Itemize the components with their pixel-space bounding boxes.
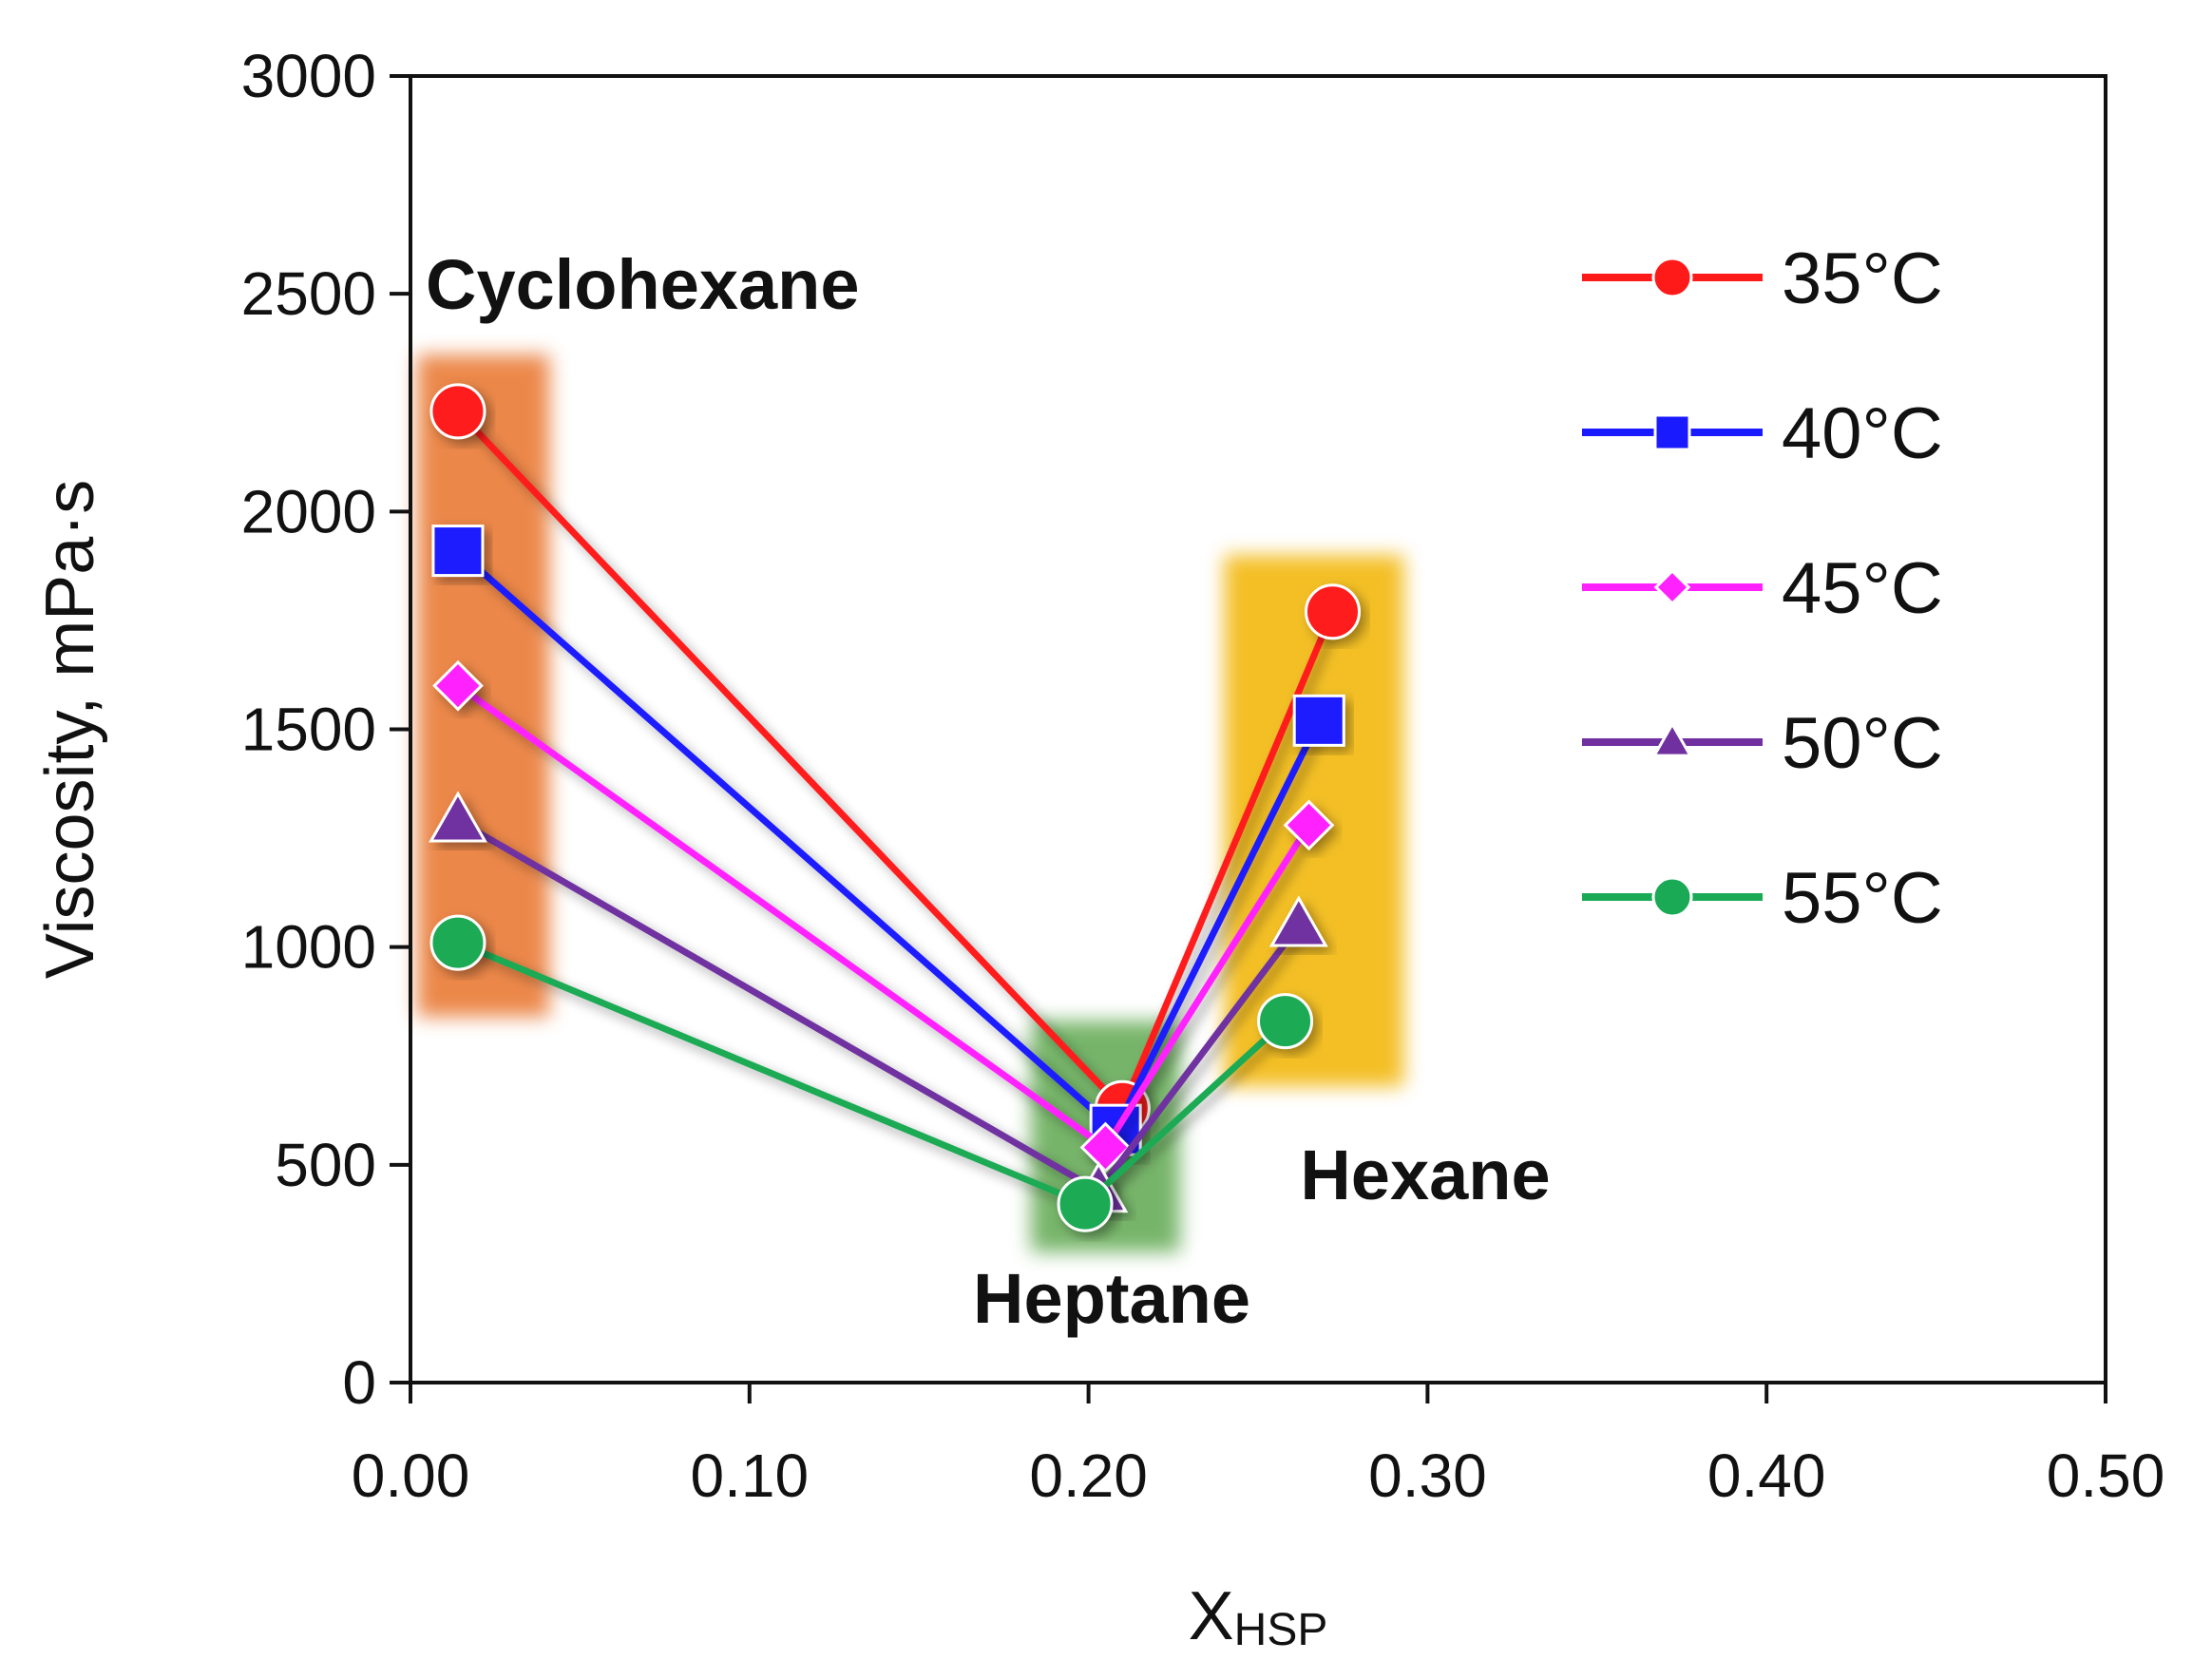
x-axis-title-main: X [1189, 1578, 1234, 1654]
legend: 35°C 40°C 45°C 50°C 55°C [1582, 239, 1943, 939]
data-point [431, 525, 485, 578]
legend-item: 55°C [1582, 858, 1943, 939]
legend-label: 40°C [1782, 393, 1943, 474]
y-tick-label: 1500 [241, 696, 376, 764]
y-tick-label: 500 [275, 1131, 376, 1199]
data-point [1304, 583, 1361, 640]
x-tick-label: 0.20 [1029, 1441, 1148, 1510]
legend-marker [1651, 876, 1693, 918]
data-point [1283, 799, 1335, 851]
legend-item: 45°C [1582, 548, 1943, 629]
series-line [455, 409, 1336, 1115]
legend-label: 50°C [1782, 703, 1943, 784]
y-tick-label: 2500 [241, 259, 376, 328]
y-tick-label: 2000 [241, 477, 376, 545]
data-point [1079, 1121, 1132, 1174]
legend-item: 40°C [1582, 393, 1943, 474]
legend-marker [1651, 257, 1693, 298]
data-point [432, 659, 484, 712]
x-axis-title-subscript: HSP [1234, 1605, 1328, 1655]
axes: 0 500 1000 1500 2000 2500 3000 0.00 0.10 0.20 0.30… [32, 42, 2164, 1655]
x-tick-label: 0.30 [1368, 1441, 1487, 1510]
y-tick-label: 1000 [241, 913, 376, 982]
data-point [429, 914, 486, 971]
data-point [1257, 993, 1314, 1050]
region-label-cyclohexane: Cyclohexane [426, 245, 860, 324]
series-45c [432, 659, 1335, 1174]
x-tick-label: 0.00 [352, 1441, 470, 1510]
legend-marker [1653, 568, 1691, 606]
legend-marker [1651, 721, 1693, 757]
data-point [1057, 1175, 1114, 1232]
region-labels: Cyclohexane Heptane Hexane [426, 245, 1551, 1338]
data-point [1268, 895, 1328, 947]
y-tick-label: 3000 [241, 42, 376, 110]
region-label-hexane: Hexane [1300, 1136, 1550, 1214]
x-tick-label: 0.50 [2047, 1441, 2165, 1510]
y-axis-title: Viscosity, mPa·s [32, 480, 108, 979]
x-tick-label: 0.10 [691, 1441, 810, 1510]
region-label-heptane: Heptane [973, 1259, 1250, 1338]
highlight-regions [417, 354, 1404, 1252]
y-tick-label: 0 [342, 1348, 376, 1417]
series-55c [429, 914, 1314, 1232]
legend-label: 45°C [1782, 548, 1943, 629]
legend-marker [1653, 413, 1691, 451]
legend-label: 55°C [1782, 858, 1943, 939]
series-line [455, 547, 1323, 1136]
series-40c [431, 525, 1345, 1156]
legend-item: 50°C [1582, 703, 1943, 784]
legend-item: 35°C [1582, 239, 1943, 319]
x-axis-title: XHSP [1189, 1578, 1328, 1655]
series-layer [429, 383, 1361, 1232]
x-tick-label: 0.40 [1707, 1441, 1826, 1510]
data-point [1292, 694, 1345, 747]
legend-label: 35°C [1782, 239, 1943, 319]
data-point [429, 383, 486, 440]
data-point [429, 791, 487, 843]
series-35c [429, 383, 1361, 1136]
